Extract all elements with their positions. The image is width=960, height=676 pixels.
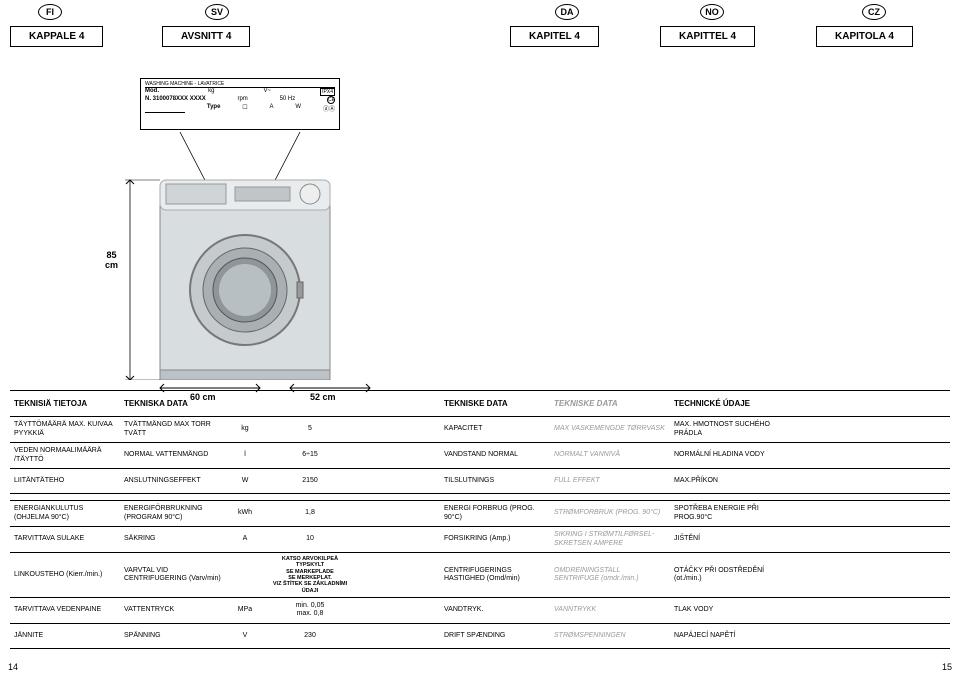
- row-capacity: TÄYTTÖMÄÄRÄ MAX. KUIVAA PYYKKIÄ TVÄTTMÄN…: [10, 416, 950, 442]
- cell: TLAK VODY: [670, 598, 790, 623]
- lang-tab-cz: CZ: [862, 4, 886, 20]
- cell: LINKOUSTEHO (Kierr./min.): [10, 553, 120, 597]
- dim-height: 85 cm: [105, 250, 118, 270]
- section-no: KAPITTEL 4: [660, 26, 755, 47]
- cell: NORMÁLNÍ HLADINA VODY: [670, 443, 790, 468]
- cell: KAPACITET: [440, 417, 550, 442]
- cell: NORMAL VATTENMÄNGD: [120, 443, 230, 468]
- cell: LIITÄNTÄTEHO: [10, 469, 120, 493]
- cell: VEDEN NORMAALIMÄÄRÄ /TÄYTTÖ: [10, 443, 120, 468]
- cell: VARVTAL VID CENTRIFUGERING (Varv/min): [120, 553, 230, 597]
- lang-tab-no: NO: [700, 4, 724, 20]
- section-cz: KAPITOLA 4: [816, 26, 913, 47]
- cell: ENERGI FORBRUG (PROG. 90°C): [440, 501, 550, 526]
- cell: CENTRIFUGERINGS HASTIGHED (Omd/min): [440, 553, 550, 597]
- cell: TARVITTAVA SULAKE: [10, 527, 120, 552]
- cell: TÄYTTÖMÄÄRÄ MAX. KUIVAA PYYKKIÄ: [10, 417, 120, 442]
- cell: l: [230, 443, 260, 468]
- hdr-cz: TECHNICKÉ ÚDAJE: [670, 391, 790, 416]
- cell: JÄNNITE: [10, 624, 120, 648]
- section-da: KAPITEL 4: [510, 26, 599, 47]
- cell: 2150: [260, 469, 360, 493]
- cell: W: [230, 469, 260, 493]
- row-fuse: TARVITTAVA SULAKE SÄKRING A 10 FORSIKRIN…: [10, 526, 950, 552]
- cell: SPOTŘEBA ENERGIE PŘI PROG.90°C: [670, 501, 790, 526]
- cell: DRIFT SPÆNDING: [440, 624, 550, 648]
- cell: kWh: [230, 501, 260, 526]
- cell: kg: [230, 417, 260, 442]
- cell: ENERGIFÖRBRUKNING (PROGRAM 90°C): [120, 501, 230, 526]
- cell: ENERGIANKULUTUS (OHJELMA 90°C): [10, 501, 120, 526]
- hdr-sv: TEKNISKA DATA: [120, 391, 230, 416]
- cell: 230: [260, 624, 360, 648]
- cell: TILSLUTNINGS: [440, 469, 550, 493]
- row-power: LIITÄNTÄTEHO ANSLUTNINGSEFFEKT W 2150 TI…: [10, 468, 950, 494]
- cell: VANNTRYKK: [550, 598, 670, 623]
- cell: VANDSTAND NORMAL: [440, 443, 550, 468]
- cell: VATTENTRYCK: [120, 598, 230, 623]
- cell: STRØMSPENNINGEN: [550, 624, 670, 648]
- lang-tab-da: DA: [555, 4, 579, 20]
- row-water: VEDEN NORMAALIMÄÄRÄ /TÄYTTÖ NORMAL VATTE…: [10, 442, 950, 468]
- spec-header-row: TEKNISIÄ TIETOJA TEKNISKA DATA TEKNISKE …: [10, 390, 950, 416]
- cell: ANSLUTNINGSEFFEKT: [120, 469, 230, 493]
- row-spin: LINKOUSTEHO (Kierr./min.) VARVTAL VID CE…: [10, 552, 950, 597]
- cell: [230, 553, 260, 597]
- cell: min. 0,05 max. 0,8: [260, 598, 360, 623]
- cell: KATSO ARVOKILPEÄ TYPSKYLT SE MARKEPLADE …: [260, 553, 360, 597]
- cell: MAX. HMOTNOST SUCHÉHO PRÁDLA: [670, 417, 790, 442]
- cell: 5: [260, 417, 360, 442]
- cell: A: [230, 527, 260, 552]
- row-voltage: JÄNNITE SPÄNNING V 230 DRIFT SPÆNDING ST…: [10, 623, 950, 649]
- cell: NORMALT VANNIVÅ: [550, 443, 670, 468]
- washer-illustration: [100, 60, 400, 380]
- cell: SIKRING I STRØMTILFØRSEL-SKRETSEN AMPERE: [550, 527, 670, 552]
- cell: MAX.PŘÍKON: [670, 469, 790, 493]
- page-number-left: 14: [8, 662, 18, 672]
- section-fi: KAPPALE 4: [10, 26, 103, 47]
- lang-tab-fi: FI: [38, 4, 62, 20]
- cell: MAX VASKEMENGDE TØRRVASK: [550, 417, 670, 442]
- cell: FULL EFFEKT: [550, 469, 670, 493]
- cell: MPa: [230, 598, 260, 623]
- section-sv: AVSNITT 4: [162, 26, 250, 47]
- cell: FORSIKRING (Amp.): [440, 527, 550, 552]
- cell: OTÁČKY PŘI ODSTŘEDĚNÍ (ot./min.): [670, 553, 790, 597]
- cell: JIŠTĚNÍ: [670, 527, 790, 552]
- cell: NAPÁJECÍ NAPĚTÍ: [670, 624, 790, 648]
- cell: 1,8: [260, 501, 360, 526]
- cell: V: [230, 624, 260, 648]
- cell: SPÄNNING: [120, 624, 230, 648]
- cell: STRØMFORBRUK (PROG. 90°C): [550, 501, 670, 526]
- hdr-da: TEKNISKE DATA: [440, 391, 550, 416]
- row-energy: ENERGIANKULUTUS (OHJELMA 90°C) ENERGIFÖR…: [10, 500, 950, 526]
- cell: TARVITTAVA VEDENPAINE: [10, 598, 120, 623]
- spec-table: TEKNISIÄ TIETOJA TEKNISKA DATA TEKNISKE …: [10, 390, 950, 649]
- cell: 10: [260, 527, 360, 552]
- cell: TVÄTTMÄNGD MAX TORR TVÄTT: [120, 417, 230, 442]
- row-pressure: TARVITTAVA VEDENPAINE VATTENTRYCK MPa mi…: [10, 597, 950, 623]
- lang-tab-sv: SV: [205, 4, 229, 20]
- cell: SÄKRING: [120, 527, 230, 552]
- hdr-fi: TEKNISIÄ TIETOJA: [10, 391, 120, 416]
- page-number-right: 15: [942, 662, 952, 672]
- hdr-no: TEKNISKE DATA: [550, 391, 670, 416]
- cell: 6÷15: [260, 443, 360, 468]
- cell: OMDREININGSTALL SENTRIFUGE (omdr./min.): [550, 553, 670, 597]
- cell: VANDTRYK.: [440, 598, 550, 623]
